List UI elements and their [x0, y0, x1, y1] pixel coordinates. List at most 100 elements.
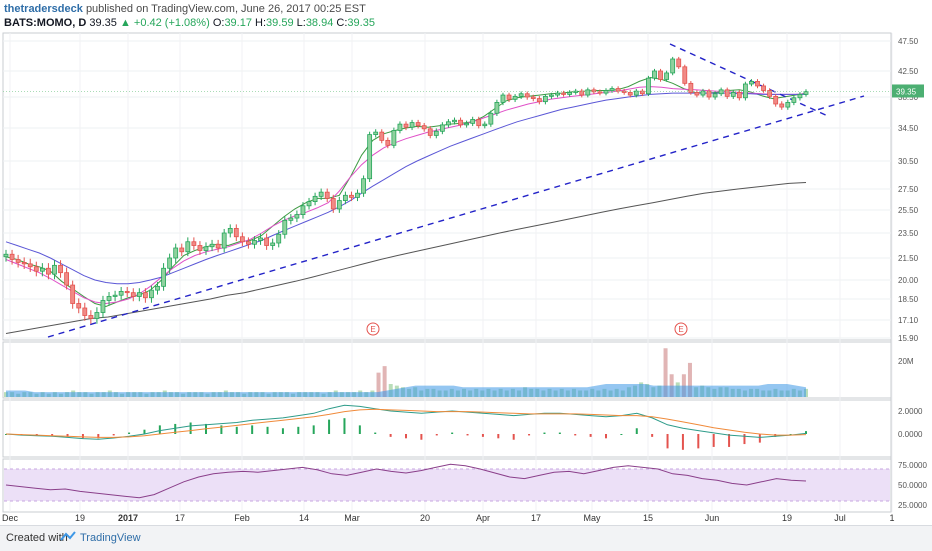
macd-line	[5, 404, 807, 440]
chart-header: thetradersdeck published on TradingView.…	[4, 2, 884, 32]
price-tick-label: 20.00	[898, 276, 919, 285]
candle-body	[33, 266, 39, 272]
macd-histogram-bar	[605, 434, 607, 439]
candle-body	[682, 66, 688, 84]
candle-body	[464, 122, 470, 126]
open-value: 39.17	[224, 17, 252, 29]
candle-body	[203, 246, 209, 251]
rsi-tick-label: 25.0000	[898, 501, 927, 510]
tradingview-brand-link[interactable]: TradingView	[80, 532, 141, 544]
candle-body	[579, 90, 585, 96]
support-trendline[interactable]	[47, 95, 865, 338]
trendlines[interactable]	[47, 43, 865, 338]
time-tick-label: Feb	[234, 513, 250, 523]
macd-histogram-bar	[728, 434, 731, 447]
candle-body	[142, 292, 148, 299]
macd-histogram-bar	[451, 432, 454, 434]
macd-histogram-bar	[297, 426, 300, 434]
candle-body	[433, 130, 439, 136]
time-tick-label: May	[583, 513, 601, 523]
candle-body	[658, 70, 663, 80]
price-tick-label: 15.90	[898, 334, 919, 343]
macd-histogram-bar	[697, 434, 700, 449]
candle-body	[355, 192, 360, 198]
earnings-event-marker	[674, 322, 688, 336]
time-tick-label: 20	[420, 513, 430, 523]
candle-body	[452, 119, 457, 123]
time-tick-label: 1	[889, 513, 894, 523]
candle-body	[500, 94, 506, 103]
candle-body	[506, 94, 512, 100]
candle-body	[336, 200, 342, 210]
price-tick-label: 42.50	[898, 67, 919, 76]
candle-body	[446, 121, 451, 126]
high-label: H:	[255, 17, 267, 29]
price-tick-label: 18.50	[898, 295, 919, 304]
candle-body	[264, 237, 270, 246]
macd-histogram-bar	[158, 425, 161, 434]
candle-body	[270, 242, 276, 246]
low-label: L:	[296, 17, 306, 29]
macd-histogram-bar	[743, 434, 746, 445]
candle-body	[694, 92, 700, 96]
price-tick-label: 17.10	[898, 316, 919, 325]
candle-body	[373, 131, 379, 135]
time-tick-label: Mar	[344, 513, 360, 523]
candle-body	[39, 267, 45, 272]
candle-body	[100, 300, 106, 313]
author-link[interactable]: thetradersdeck	[4, 3, 83, 15]
candle-body	[52, 264, 57, 275]
candle-body	[258, 237, 263, 241]
candle-body	[276, 233, 282, 244]
grid-lines	[3, 33, 893, 512]
volume-bar	[687, 362, 692, 397]
candle-body	[724, 89, 730, 97]
candle-body	[173, 247, 179, 259]
candle-body	[367, 134, 373, 180]
symbol-label[interactable]: BATS:MOMO, D	[4, 17, 87, 29]
sma-fast-line	[5, 76, 807, 308]
earnings-event-label: E	[370, 325, 375, 334]
candle-body	[94, 312, 100, 319]
resistance-trendline[interactable]	[669, 43, 831, 118]
candle-body	[749, 81, 754, 85]
publish-line: thetradersdeck published on TradingView.…	[4, 2, 884, 16]
candle-body	[755, 81, 760, 87]
close-value: 39.35	[347, 17, 375, 29]
candle-body	[718, 89, 724, 95]
macd-histogram-bar	[466, 434, 469, 436]
candle-body	[149, 289, 154, 299]
chart-canvas[interactable]: 47.50 42.50 38.50 34.50 30.50 27.50 25.50 23.50…	[0, 0, 932, 525]
macd-histogram-bar	[805, 431, 807, 434]
candle-body	[591, 89, 597, 93]
publish-info: published on TradingView.com, June 26, 2…	[85, 3, 366, 15]
candle-body	[530, 96, 536, 99]
macd-histogram-bar	[251, 425, 254, 434]
candle-body	[494, 102, 500, 114]
volume-bar	[376, 372, 381, 397]
candle-body	[136, 292, 142, 297]
candle-body	[88, 315, 94, 319]
candle-body	[209, 243, 215, 248]
macd-histogram-bar	[235, 426, 238, 434]
candle-body	[124, 290, 130, 294]
candle-body	[130, 292, 136, 297]
volume-bars: 20M	[4, 348, 914, 397]
macd-histogram-bar	[481, 434, 484, 437]
change-arrow-icon: ▲	[119, 17, 131, 29]
volume-ma-area	[6, 384, 806, 397]
candle-body	[597, 91, 603, 94]
time-tick-label: Dec	[2, 513, 19, 523]
candle-body	[70, 284, 76, 304]
time-tick-label: 19	[782, 513, 792, 523]
close-label: C:	[336, 17, 348, 29]
candle-body	[312, 195, 318, 203]
candle-body	[252, 240, 257, 245]
candle-body	[730, 92, 736, 97]
macd-histogram-bar	[789, 434, 792, 435]
candle-body	[282, 219, 288, 235]
candle-body	[742, 83, 748, 99]
candle-body	[773, 95, 779, 105]
candle-body	[652, 70, 657, 79]
candle-body	[3, 253, 9, 258]
